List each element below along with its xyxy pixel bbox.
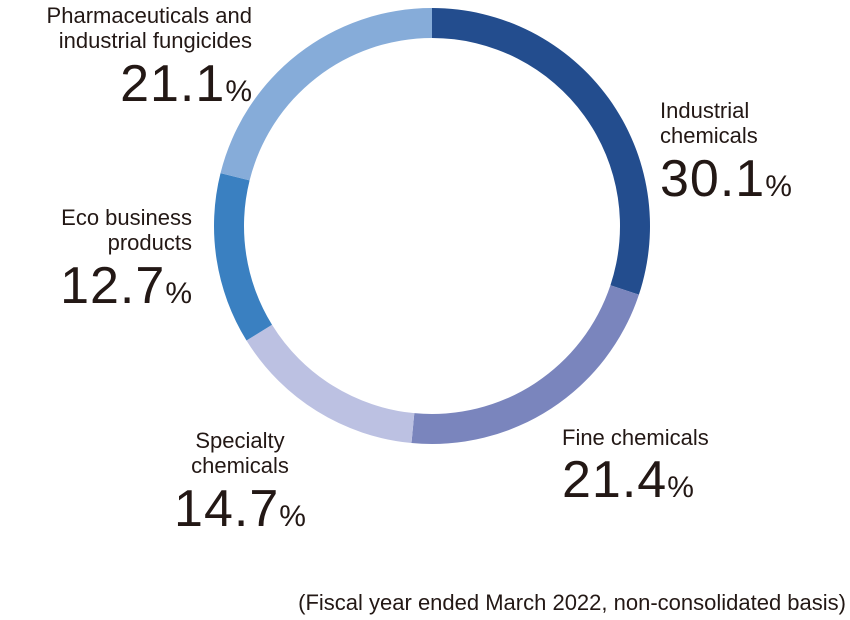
percent-sign: % [165,276,192,310]
percent-sign: % [279,499,306,533]
segment-name: Specialty [195,428,285,453]
segment-name: Eco business [61,205,192,230]
label-specialty-chemicals: Specialty chemicals 14.7% [150,428,330,535]
label-pharmaceuticals-and-industrial-fungicides: Pharmaceuticals and industrial fungicide… [0,3,252,110]
donut-segment-specialty-chemicals [246,324,415,444]
segment-value: 30.1% [660,149,792,208]
percent-sign: % [225,74,252,108]
segment-value: 14.7% [174,479,306,538]
segment-name: chemicals [191,453,289,479]
percent-sign: % [765,169,792,203]
label-industrial-chemicals: Industrial chemicals 30.1% [660,98,792,205]
donut-segment-pharmaceuticals-and-industrial-fungicides [220,8,432,181]
segment-name: Fine chemicals [562,425,709,450]
segment-value: 21.4% [562,451,694,510]
donut-segment-eco-business-products [213,173,273,341]
segment-value: 21.1% [120,54,252,113]
label-eco-business-products: Eco business products 12.7% [0,205,192,312]
footnote: (Fiscal year ended March 2022, non-conso… [298,590,846,615]
segment-name: industrial fungicides [58,28,252,54]
segment-value: 12.7% [60,256,192,315]
segment-name: Industrial [660,98,750,123]
segment-name: chemicals [660,123,758,149]
percent-sign: % [667,471,694,505]
donut-segment-fine-chemicals [411,285,639,445]
segment-name: products [107,230,192,256]
label-fine-chemicals: Fine chemicals 21.4% [562,425,709,506]
donut-segment-industrial-chemicals [432,8,650,295]
segment-name: Pharmaceuticals and [46,3,252,28]
